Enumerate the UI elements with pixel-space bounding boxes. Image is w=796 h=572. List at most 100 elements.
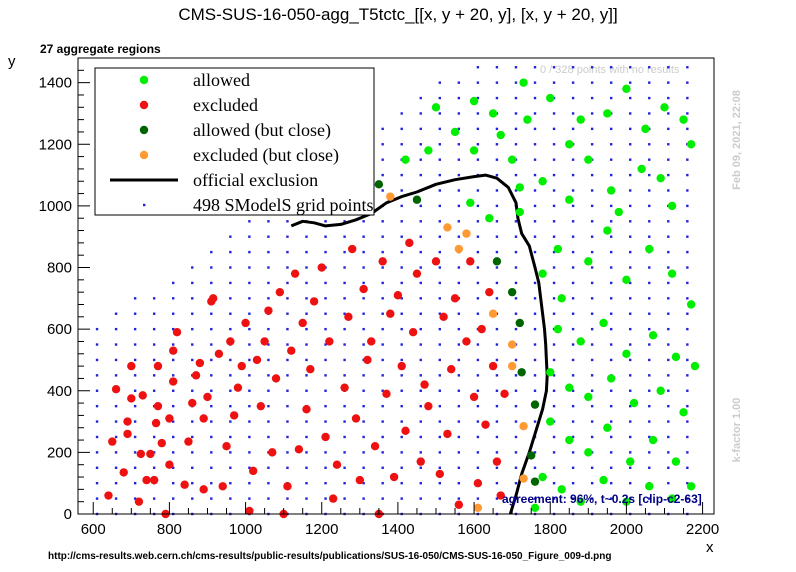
grid-point — [248, 235, 251, 238]
grid-point — [438, 374, 441, 377]
grid-point — [495, 158, 499, 161]
series-excluded — [104, 238, 509, 519]
grid-point — [590, 235, 594, 238]
data-point — [382, 389, 391, 399]
grid-point — [686, 266, 689, 269]
grid-point — [324, 404, 327, 408]
grid-point — [609, 281, 613, 285]
grid-point — [495, 343, 499, 346]
grid-point — [438, 327, 441, 331]
grid-point — [495, 235, 499, 238]
grid-point — [648, 389, 651, 392]
grid-point — [210, 389, 213, 392]
data-point — [671, 457, 681, 466]
grid-point — [609, 235, 613, 238]
grid-point — [114, 481, 118, 485]
grid-point — [400, 343, 403, 346]
grid-point — [419, 358, 422, 362]
data-point — [351, 414, 361, 423]
data-point — [344, 312, 353, 322]
grid-point — [438, 297, 441, 300]
grid-point — [667, 235, 670, 238]
grid-point — [305, 374, 308, 377]
grid-point — [172, 389, 175, 392]
data-point — [169, 346, 178, 355]
data-point — [599, 475, 608, 485]
grid-point — [362, 220, 365, 223]
grid-point — [533, 466, 537, 469]
grid-point — [629, 374, 632, 377]
grid-point — [191, 481, 194, 485]
data-point — [515, 318, 524, 328]
grid-point — [305, 343, 308, 346]
grid-point — [343, 281, 346, 285]
grid-point — [686, 96, 689, 100]
data-point — [473, 503, 483, 513]
grid-point — [381, 173, 384, 177]
grid-point — [571, 420, 575, 423]
grid-point — [286, 281, 289, 285]
grid-point — [133, 389, 137, 392]
data-point — [309, 297, 319, 306]
data-point — [199, 485, 208, 494]
grid-point — [457, 404, 461, 408]
grid-point — [286, 497, 289, 500]
grid-point — [476, 127, 480, 131]
grid-point — [438, 189, 441, 192]
grid-point — [172, 312, 175, 315]
grid-point — [552, 66, 556, 69]
grid-point — [495, 358, 499, 362]
grid-point — [571, 481, 575, 485]
grid-point — [400, 404, 403, 408]
grid-point — [305, 297, 308, 300]
grid-point — [343, 312, 346, 315]
grid-point — [495, 466, 499, 469]
grid-point — [533, 96, 537, 100]
grid-point — [667, 189, 670, 192]
grid-point — [590, 281, 594, 285]
grid-point — [172, 327, 175, 331]
grid-point — [114, 451, 118, 454]
grid-point — [629, 481, 632, 485]
grid-point — [343, 497, 346, 500]
grid-point — [571, 327, 575, 331]
grid-point — [419, 451, 422, 454]
grid-point — [648, 189, 651, 192]
grid-point — [648, 358, 651, 362]
grid-point — [667, 112, 670, 115]
grid-point — [590, 81, 594, 84]
grid-point — [457, 96, 461, 100]
grid-point — [667, 266, 670, 269]
grid-point — [210, 435, 213, 439]
grid-point — [362, 466, 365, 469]
data-point — [408, 328, 418, 337]
grid-point — [286, 389, 289, 392]
grid-point — [191, 266, 194, 269]
data-point — [538, 269, 547, 278]
grid-point — [686, 235, 689, 238]
grid-point — [629, 358, 632, 362]
legend-label: allowed (but close) — [193, 120, 331, 141]
grid-point — [324, 466, 327, 469]
grid-point — [400, 266, 403, 269]
data-point — [325, 337, 334, 346]
grid-points — [95, 66, 689, 516]
grid-point — [438, 204, 441, 208]
grid-point — [438, 96, 441, 100]
grid-point — [533, 81, 537, 84]
grid-point — [667, 343, 670, 346]
data-point — [546, 368, 555, 377]
data-point — [104, 491, 113, 500]
grid-point — [667, 435, 670, 439]
data-point — [565, 140, 574, 149]
grid-point — [571, 281, 575, 285]
grid-point — [552, 374, 556, 377]
data-point — [660, 103, 669, 112]
grid-point — [172, 281, 175, 285]
grid-point — [533, 497, 537, 500]
grid-point — [686, 66, 689, 69]
grid-point — [438, 497, 441, 500]
grid-point — [571, 497, 575, 500]
grid-point — [419, 266, 422, 269]
grid-point — [533, 173, 537, 177]
